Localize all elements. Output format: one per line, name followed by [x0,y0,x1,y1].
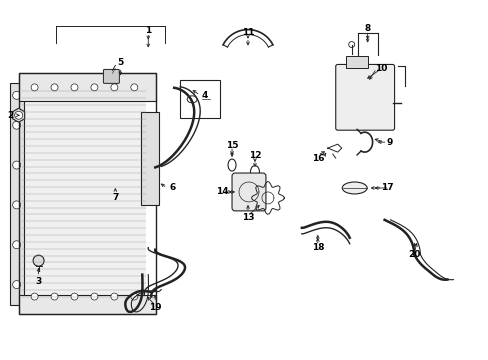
Text: 5: 5 [117,58,123,67]
Text: 18: 18 [311,243,324,252]
Circle shape [13,201,20,209]
Circle shape [111,293,118,300]
Circle shape [71,84,78,91]
Text: 10: 10 [375,64,387,73]
Text: 2: 2 [7,111,14,120]
Circle shape [33,255,44,266]
Bar [19,294,156,315]
Text: 16: 16 [311,154,324,163]
FancyBboxPatch shape [335,64,394,130]
Text: 7: 7 [112,193,118,202]
Text: 3: 3 [36,277,41,286]
Circle shape [111,84,118,91]
Circle shape [13,280,20,289]
Circle shape [13,241,20,249]
Polygon shape [13,108,24,122]
Bar [19,73,156,101]
Text: 15: 15 [225,141,238,150]
Circle shape [13,121,20,129]
Text: 20: 20 [407,250,420,259]
FancyBboxPatch shape [103,69,119,84]
Circle shape [131,84,138,91]
Circle shape [91,293,98,300]
Circle shape [51,293,58,300]
Circle shape [71,293,78,300]
Bar [345,57,367,68]
Text: 9: 9 [386,138,392,147]
Circle shape [91,84,98,91]
Circle shape [131,293,138,300]
Text: 11: 11 [241,28,254,37]
Bar [19,73,156,315]
Bar [141,112,159,205]
Circle shape [31,84,38,91]
Circle shape [51,84,58,91]
Circle shape [31,293,38,300]
Bar [21,91,146,297]
Text: 12: 12 [248,150,261,159]
Text: 8: 8 [364,24,370,33]
Circle shape [13,161,20,169]
Bar [10,84,23,305]
Text: 14: 14 [215,188,228,197]
Text: 1: 1 [145,26,151,35]
Text: 6: 6 [169,184,175,193]
Text: 19: 19 [149,303,161,312]
Text: 13: 13 [241,213,254,222]
Circle shape [13,91,20,99]
Ellipse shape [342,182,366,194]
Text: 17: 17 [381,184,393,193]
FancyBboxPatch shape [232,173,265,211]
Text: 4: 4 [202,91,208,100]
Bar [180,80,220,118]
Circle shape [15,111,22,119]
